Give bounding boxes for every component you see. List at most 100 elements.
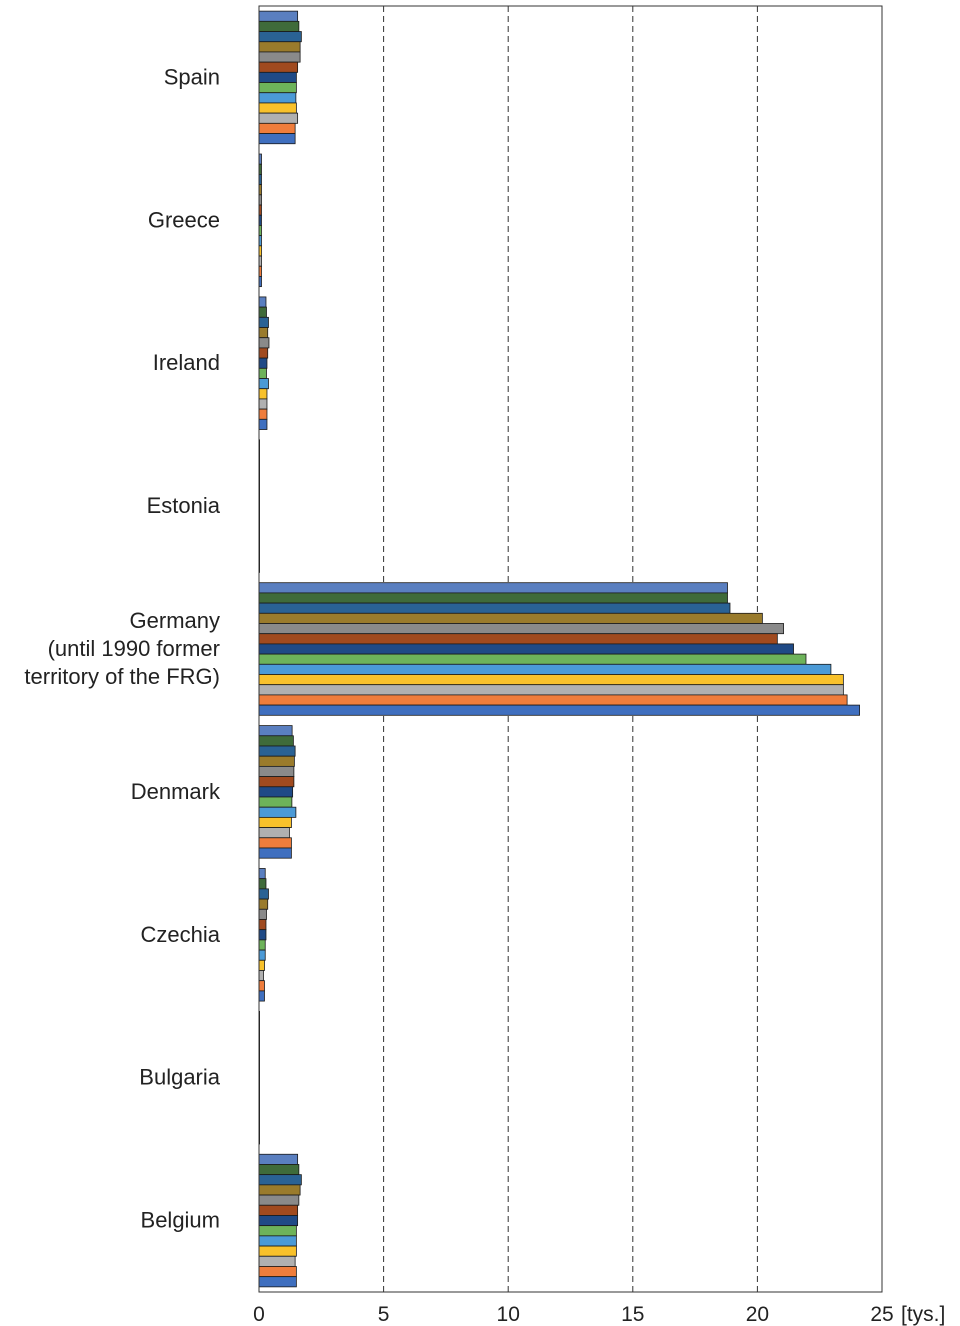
bar xyxy=(258,1153,299,1165)
bar xyxy=(258,663,832,675)
bar xyxy=(258,735,294,747)
bar xyxy=(258,327,269,339)
bar xyxy=(258,388,268,400)
bar xyxy=(258,643,794,655)
category-label: Greece xyxy=(148,207,220,232)
bar xyxy=(258,868,266,880)
bar xyxy=(258,347,269,359)
bar xyxy=(258,1215,299,1227)
category-labels: Spain Greece Ireland Estonia Germany (until 1… xyxy=(24,64,221,1232)
bar xyxy=(258,929,267,941)
x-tick-label: 0 xyxy=(253,1303,265,1326)
bar xyxy=(258,418,268,430)
bar xyxy=(258,1276,297,1288)
bar xyxy=(258,71,297,83)
bar xyxy=(258,949,266,961)
bar xyxy=(258,765,295,777)
x-axis-ticks: 0 5 10 15 20 25 xyxy=(253,1303,894,1326)
bar xyxy=(258,1164,300,1176)
bar xyxy=(258,674,844,686)
bar xyxy=(258,296,267,308)
category-label: Estonia xyxy=(147,493,221,518)
bar xyxy=(258,623,784,635)
x-tick-label: 10 xyxy=(497,1303,520,1326)
bar xyxy=(258,653,807,665)
category-label: territory of the FRG) xyxy=(24,664,220,689)
bar xyxy=(258,31,302,43)
bar xyxy=(258,61,299,73)
bar xyxy=(258,908,267,920)
bar xyxy=(258,612,763,624)
bar xyxy=(258,1245,297,1257)
bar xyxy=(258,1174,302,1186)
bar xyxy=(258,1255,296,1267)
bar xyxy=(258,786,294,798)
bar xyxy=(258,1204,299,1216)
bar xyxy=(258,378,269,390)
bar xyxy=(258,745,296,757)
bar xyxy=(258,704,860,716)
bar xyxy=(258,776,295,788)
plot-frame xyxy=(258,5,883,1293)
bar xyxy=(258,602,731,614)
bar xyxy=(258,1184,301,1196)
bar xyxy=(258,367,267,379)
x-tick-label: 5 xyxy=(378,1303,390,1326)
bar xyxy=(258,316,269,328)
bar xyxy=(258,112,299,124)
bar xyxy=(258,878,267,890)
bar xyxy=(258,102,297,114)
bar xyxy=(258,1225,297,1237)
category-label: Belgium xyxy=(141,1208,220,1233)
bar xyxy=(258,898,269,910)
bar xyxy=(258,357,268,369)
category-label: (until 1990 former xyxy=(48,636,220,661)
bar xyxy=(258,133,296,145)
bar xyxy=(258,990,265,1002)
bar xyxy=(258,20,300,32)
bar xyxy=(258,725,293,737)
bar xyxy=(258,816,292,828)
bar xyxy=(258,122,296,134)
bar xyxy=(258,398,268,410)
x-tick-label: 15 xyxy=(621,1303,644,1326)
bar xyxy=(258,306,267,318)
bar xyxy=(258,51,301,63)
x-tick-label: 20 xyxy=(746,1303,769,1326)
bar xyxy=(258,592,728,604)
category-label: Czechia xyxy=(141,922,221,947)
bar xyxy=(258,408,268,420)
category-label: Denmark xyxy=(131,779,221,804)
bar xyxy=(258,939,266,951)
x-tick-label: 25 xyxy=(870,1303,893,1326)
bar xyxy=(258,806,297,818)
bar xyxy=(258,633,778,645)
bar xyxy=(258,1235,297,1247)
bar xyxy=(258,582,728,594)
x-unit-label: [tys.] xyxy=(901,1303,945,1326)
bar xyxy=(258,10,299,22)
bar xyxy=(258,337,270,349)
bars xyxy=(258,10,860,1288)
bar xyxy=(258,1266,297,1278)
bar xyxy=(258,694,848,706)
bar xyxy=(258,980,265,992)
bar xyxy=(258,684,844,696)
bar xyxy=(258,888,269,900)
category-label: Ireland xyxy=(153,350,220,375)
bar xyxy=(258,827,290,839)
bar xyxy=(258,1194,300,1206)
bar xyxy=(258,959,265,971)
bar xyxy=(258,82,297,94)
bar xyxy=(258,92,297,104)
bar xyxy=(258,41,301,53)
bar xyxy=(258,970,264,982)
category-label: Bulgaria xyxy=(139,1065,220,1090)
bar xyxy=(258,919,267,931)
bar xyxy=(258,755,295,767)
category-label: Spain xyxy=(164,64,220,89)
bar xyxy=(258,796,293,808)
bar xyxy=(258,847,292,859)
bar xyxy=(258,837,292,849)
